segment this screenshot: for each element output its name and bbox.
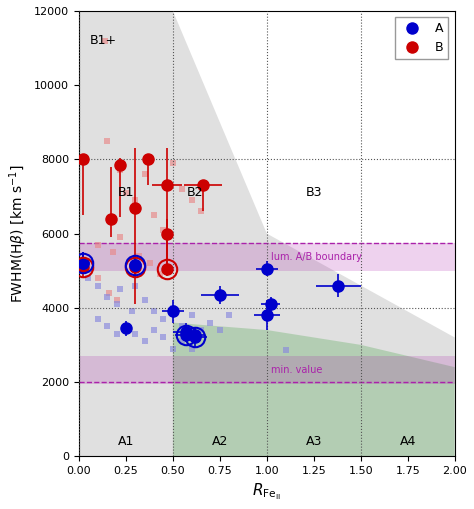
Bar <box>79 356 455 384</box>
Text: B3: B3 <box>306 186 322 199</box>
Polygon shape <box>173 323 455 456</box>
Text: min. value: min. value <box>271 365 322 375</box>
X-axis label: $R_{\mathrm{Fe_{II}}}$: $R_{\mathrm{Fe_{II}}}$ <box>252 482 282 502</box>
Text: B2: B2 <box>187 186 204 199</box>
Y-axis label: FWHM(H$\beta$) [km s$^{-1}$]: FWHM(H$\beta$) [km s$^{-1}$] <box>7 164 28 303</box>
Text: A2: A2 <box>212 435 228 448</box>
Text: B1: B1 <box>118 186 134 199</box>
Text: A1: A1 <box>118 435 134 448</box>
Bar <box>79 243 455 271</box>
Polygon shape <box>79 11 455 456</box>
Text: B1+: B1+ <box>90 34 117 47</box>
Text: A3: A3 <box>306 435 322 448</box>
Text: lum. A/B boundary: lum. A/B boundary <box>271 251 362 262</box>
Text: A4: A4 <box>400 435 416 448</box>
Legend: A, B: A, B <box>395 17 448 60</box>
